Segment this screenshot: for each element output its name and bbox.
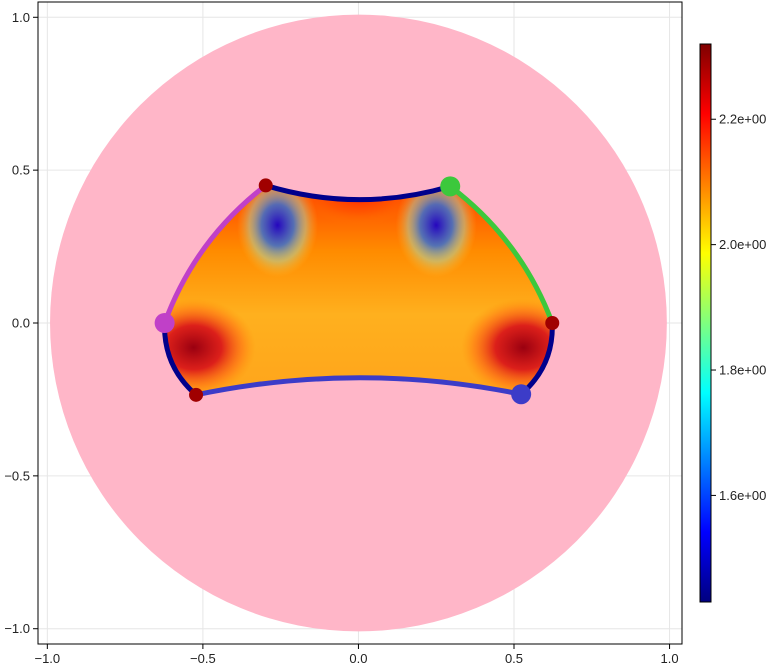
y-tick-label: −1.0: [4, 621, 30, 636]
polygon-vertex-3: [189, 387, 204, 402]
colorbar-tick-label: 1.8e+00: [719, 363, 766, 378]
polygon-edge-0: [447, 183, 555, 326]
polygon-vertices: [154, 176, 560, 405]
y-tick-label: 0.5: [12, 163, 30, 178]
heat-high-region-right: [461, 298, 553, 395]
x-axis: −1.0 −0.5 0.0 0.5 1.0: [34, 644, 679, 666]
x-tick-label: −1.0: [34, 651, 60, 666]
colorbar-tick-label: 2.0e+00: [719, 237, 766, 252]
y-tick-label: −0.5: [4, 468, 30, 483]
heat-high-region-left: [164, 298, 256, 395]
colorbar-tick-label: 1.6e+00: [719, 488, 766, 503]
y-axis: −1.0 −0.5 0.0 0.5 1.0: [4, 10, 38, 636]
colorbar: 1.6e+00 1.8e+00 2.0e+00 2.2e+00: [699, 43, 766, 603]
x-tick-label: 1.0: [661, 651, 679, 666]
colorbar-frame: [699, 43, 712, 603]
heat-low-region-right: [395, 185, 477, 278]
polygon-edge-2: [193, 375, 524, 398]
polygon-vertex-1: [545, 316, 560, 330]
y-tick-label: 1.0: [12, 10, 30, 25]
colorbar-gradient: [700, 44, 711, 602]
colorbar-tick-label: 2.2e+00: [719, 112, 766, 127]
polygon-edge-4: [162, 182, 269, 326]
x-tick-label: −0.5: [190, 651, 216, 666]
x-tick-label: 0.5: [505, 651, 523, 666]
polygon-vertex-4: [154, 313, 175, 333]
heat-low-region-left: [237, 185, 318, 278]
polygon-edges: [162, 182, 555, 398]
polygon-vertex-2: [511, 384, 532, 405]
polygon-vertex-5: [258, 178, 273, 193]
y-tick-label: 0.0: [12, 316, 30, 331]
x-tick-label: 0.0: [349, 651, 367, 666]
plot-area: −1.0 −0.5 0.0 0.5 1.0 −1.0 −0.5 0.0 0.5 1.0: [4, 1, 683, 666]
polygon-edge-5: [263, 182, 453, 203]
colorbar-ticks: 1.6e+00 1.8e+00 2.0e+00 2.2e+00: [711, 112, 766, 503]
polygon-vertex-0: [440, 176, 461, 197]
